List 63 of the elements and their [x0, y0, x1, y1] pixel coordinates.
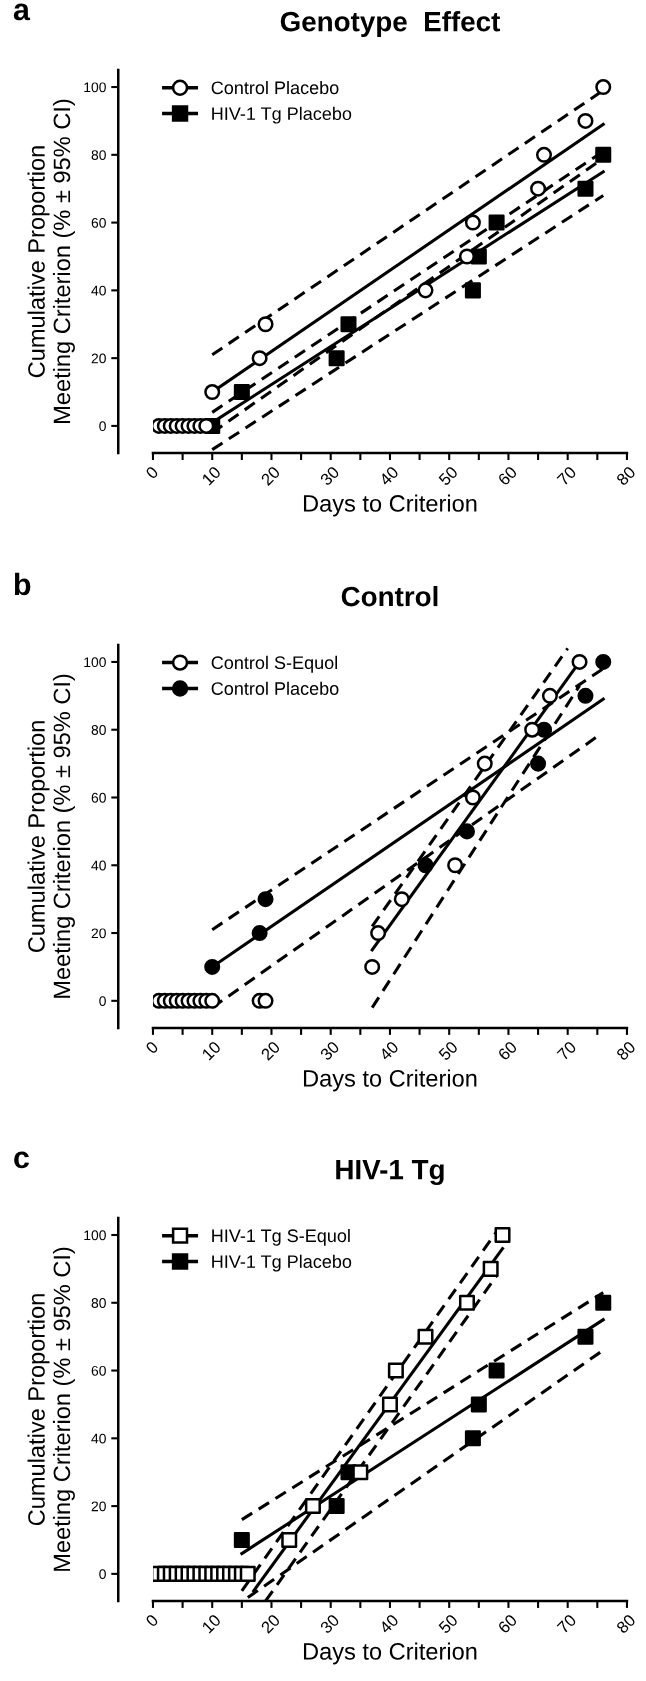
x-tick-label: 10	[201, 1613, 222, 1634]
y-tick-label: 60	[91, 1365, 106, 1376]
x-tick-label: 10	[201, 1040, 222, 1061]
legend-label: Control S-Equol	[211, 655, 337, 673]
y-tick-label: 20	[91, 1501, 106, 1512]
y-tick-label: 20	[91, 353, 106, 364]
x-tick-label: 70	[556, 1040, 577, 1061]
y-tick-label: 100	[84, 1230, 106, 1241]
y-axis-title: Cumulative Proportion Meeting Criterion (% ± 95% CI)	[27, 674, 75, 998]
x-axis-title: Days to Criterion	[303, 1069, 477, 1092]
x-axis-title: Days to Criterion	[303, 494, 477, 517]
y-tick-label: 60	[91, 217, 106, 228]
y-tick-label: 100	[84, 657, 106, 668]
y-tick-label: 80	[91, 150, 106, 160]
text: b	[14, 572, 31, 596]
y-tick-label: 0	[99, 1569, 106, 1580]
x-axis-title: Days to Criterion	[303, 1642, 477, 1665]
x-tick-label: 40	[378, 1040, 400, 1062]
x-tick-label: 50	[437, 465, 459, 487]
legend-label: HIV-1 Tg S-Equol	[212, 1228, 350, 1246]
x-tick-label: 60	[497, 1613, 518, 1634]
legend-label: HIV-1 Tg Placebo	[212, 1254, 352, 1272]
y-tick-label: 20	[91, 928, 106, 939]
y-axis-title: Cumulative Proportion Meeting Criterion (% ± 95% CI)	[27, 99, 75, 423]
legend-label: HIV-1 Tg Placebo	[212, 106, 352, 124]
legend-label: Control Placebo	[211, 681, 339, 695]
x-tick-label: 30	[319, 1040, 340, 1062]
x-tick-label: 30	[319, 1613, 340, 1635]
x-tick-label: 30	[319, 465, 340, 487]
y-axis-title: Cumulative Proportion Meeting Criterion (% ± 95% CI)	[27, 1247, 75, 1571]
x-tick-label: 70	[556, 465, 577, 486]
y-tick-label: 80	[91, 725, 106, 735]
y-tick-label: 40	[91, 1433, 106, 1444]
x-tick-label: 10	[201, 465, 222, 486]
y-tick-label: 60	[91, 792, 106, 803]
legend-label: Control Placebo	[211, 80, 339, 95]
x-tick-label: 0	[144, 465, 159, 480]
chart-title: Control	[341, 585, 438, 607]
text: a	[13, 3, 31, 21]
x-tick-label: 80	[615, 1040, 637, 1061]
y-tick-label: 40	[91, 285, 106, 296]
chart-title: HIV-1 Tg	[336, 1160, 444, 1186]
x-tick-label: 50	[437, 1613, 459, 1635]
text: c	[14, 1151, 30, 1169]
x-tick-label: 20	[260, 1040, 281, 1061]
x-tick-label: 40	[378, 465, 400, 487]
x-tick-label: 70	[556, 1613, 577, 1634]
x-tick-label: 60	[497, 1040, 518, 1061]
x-tick-label: 60	[497, 465, 518, 486]
x-tick-label: 20	[260, 1613, 281, 1634]
chart-title: Genotype Effect	[280, 11, 500, 37]
y-tick-label: 40	[91, 860, 106, 871]
y-tick-label: 80	[91, 1298, 106, 1308]
x-tick-label: 0	[144, 1040, 159, 1055]
x-tick-label: 80	[615, 1613, 637, 1635]
x-tick-label: 80	[615, 465, 637, 487]
x-tick-label: 20	[260, 465, 281, 487]
y-tick-label: 100	[84, 82, 106, 93]
x-tick-label: 0	[144, 1613, 159, 1628]
y-tick-label: 0	[99, 996, 106, 1006]
y-tick-label: 0	[99, 421, 106, 432]
x-tick-label: 50	[437, 1040, 459, 1062]
x-tick-label: 40	[378, 1613, 400, 1635]
